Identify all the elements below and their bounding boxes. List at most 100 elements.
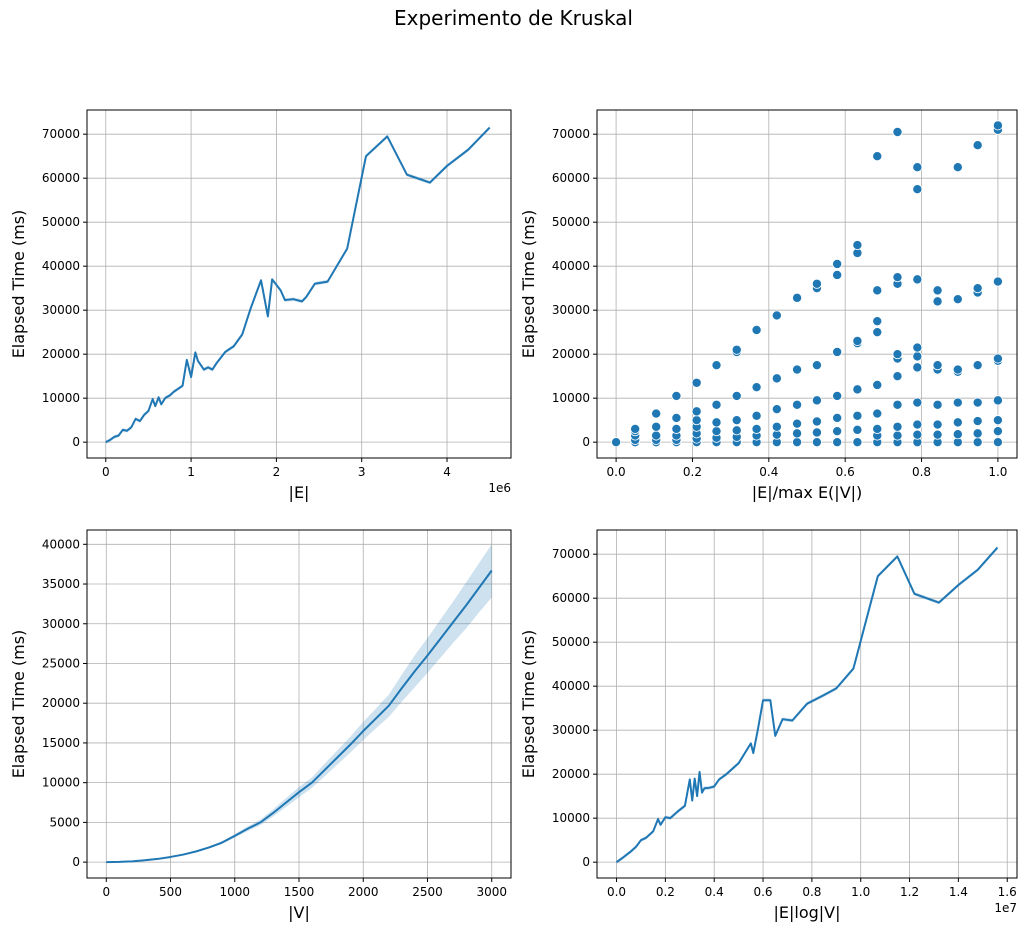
- y-tick-label: 40000: [552, 679, 590, 693]
- y-tick-label: 30000: [552, 723, 590, 737]
- scatter-point: [651, 421, 662, 432]
- scatter-point: [892, 430, 903, 441]
- plot-area: [611, 120, 1003, 448]
- y-tick-label: 35000: [42, 577, 80, 591]
- y-tick-label: 70000: [552, 127, 590, 141]
- x-tick-label: 4: [443, 465, 451, 479]
- scatter-point: [811, 437, 822, 448]
- scatter-point: [912, 342, 923, 353]
- scatter-point: [892, 399, 903, 410]
- y-tick-label: 10000: [552, 811, 590, 825]
- scatter-point: [771, 310, 782, 321]
- y-tick-label: 70000: [552, 547, 590, 561]
- x-tick-label: 1.4: [949, 885, 968, 899]
- scatter-point: [952, 162, 963, 173]
- scatter-point: [992, 426, 1003, 437]
- y-tick-label: 0: [582, 855, 590, 869]
- scatter-point: [852, 437, 863, 448]
- x-tick-label: 0.2: [656, 885, 675, 899]
- x-tick-label: 0.2: [683, 465, 702, 479]
- y-tick-label: 30000: [552, 303, 590, 317]
- scatter-point: [611, 437, 622, 448]
- scatter-point: [952, 294, 963, 305]
- scatter-point: [771, 421, 782, 432]
- x-tick-label: 2500: [412, 885, 443, 899]
- scatter-point: [972, 428, 983, 439]
- y-axis-label: Elapsed Time (ms): [9, 630, 28, 779]
- x-tick-label: 1000: [219, 885, 250, 899]
- plot-area: [615, 545, 999, 864]
- scatter-point: [892, 126, 903, 137]
- scatter-point: [832, 258, 843, 269]
- y-tick-label: 50000: [552, 635, 590, 649]
- scatter-point: [872, 151, 883, 162]
- scatter-point: [711, 426, 722, 437]
- scatter-point: [811, 278, 822, 289]
- scatter-point: [852, 240, 863, 251]
- scatter-point: [832, 412, 843, 423]
- x-axis-label: |E|/max E(|V|): [752, 483, 863, 502]
- scatter-point: [792, 399, 803, 410]
- y-tick-label: 0: [72, 435, 80, 449]
- scatter-point: [912, 162, 923, 173]
- y-tick-label: 20000: [552, 767, 590, 781]
- x-tick-label: 1.0: [988, 465, 1007, 479]
- y-axis-label: Elapsed Time (ms): [9, 210, 28, 359]
- scatter-point: [671, 390, 682, 401]
- x-offset-label: 1e6: [488, 481, 511, 495]
- y-tick-label: 20000: [552, 347, 590, 361]
- scatter-point: [992, 415, 1003, 426]
- scatter-point: [912, 419, 923, 430]
- scatter-point: [872, 408, 883, 419]
- axes-frame: [596, 529, 1018, 879]
- scatter-point: [952, 364, 963, 375]
- scatter-point: [811, 416, 822, 427]
- y-tick-label: 40000: [42, 537, 80, 551]
- y-tick-label: 5000: [49, 815, 80, 829]
- scatter-point: [731, 415, 742, 426]
- x-tick-label: 2000: [348, 885, 379, 899]
- scatter-point: [852, 424, 863, 435]
- y-tick-label: 10000: [552, 391, 590, 405]
- y-axis-label: Elapsed Time (ms): [519, 630, 538, 779]
- scatter-point: [751, 382, 762, 393]
- scatter-point: [932, 429, 943, 440]
- y-tick-label: 20000: [42, 347, 80, 361]
- x-offset-label: 1e7: [994, 901, 1017, 915]
- chart-panel-2: 0.0 0.2 0.4 0.6 0.8 1.0 0 10000 20000 30000 40000 5…: [519, 109, 1018, 502]
- scatter-point: [711, 360, 722, 371]
- y-tick-label: 60000: [552, 171, 590, 185]
- scatter-point: [952, 429, 963, 440]
- x-axis-label: |E|: [289, 483, 310, 502]
- scatter-point: [952, 417, 963, 428]
- x-tick-label: 0.6: [836, 465, 855, 479]
- x-tick-label: 0: [102, 465, 110, 479]
- x-tick-label: 3: [358, 465, 366, 479]
- y-tick-label: 10000: [42, 776, 80, 790]
- scatter-point: [912, 274, 923, 285]
- plot-area: [105, 125, 491, 444]
- x-tick-label: 0.0: [607, 465, 626, 479]
- scatter-point: [972, 140, 983, 151]
- y-tick-label: 10000: [42, 391, 80, 405]
- x-tick-label: 1: [187, 465, 195, 479]
- y-tick-label: 40000: [42, 259, 80, 273]
- scatter-point: [832, 346, 843, 357]
- scatter-point: [852, 384, 863, 395]
- chart-panel-3: 0 500 1000 1500 2000 2500 30000500010000150002…: [9, 529, 512, 922]
- scatter-point: [972, 416, 983, 427]
- x-tick-label: 2: [273, 465, 281, 479]
- x-tick-label: 3000: [476, 885, 507, 899]
- x-tick-label: 0.8: [802, 885, 821, 899]
- figure-title: Experimento de Kruskal: [394, 6, 633, 30]
- scatter-point: [811, 360, 822, 371]
- scatter-point: [892, 421, 903, 432]
- y-tick-label: 30000: [42, 303, 80, 317]
- scatter-point: [751, 410, 762, 421]
- y-tick-label: 25000: [42, 656, 80, 670]
- x-tick-label: 0.0: [607, 885, 626, 899]
- scatter-point: [912, 397, 923, 408]
- scatter-point: [972, 397, 983, 408]
- chart-panel-1: 0 1 2 3 4 0 10000 20000 30000 40000 50000 60000 7000…: [9, 109, 512, 502]
- scatter-point: [932, 285, 943, 296]
